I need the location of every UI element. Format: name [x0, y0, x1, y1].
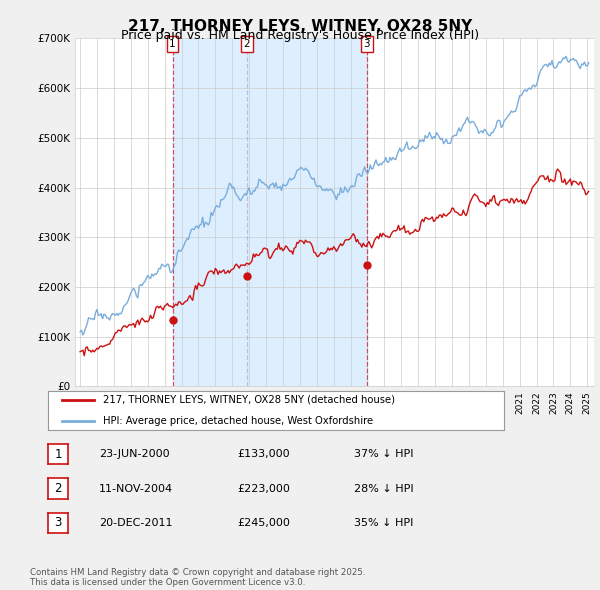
Text: £223,000: £223,000	[237, 484, 290, 493]
Text: Price paid vs. HM Land Registry's House Price Index (HPI): Price paid vs. HM Land Registry's House …	[121, 30, 479, 42]
Text: 217, THORNEY LEYS, WITNEY, OX28 5NY (detached house): 217, THORNEY LEYS, WITNEY, OX28 5NY (det…	[103, 395, 395, 405]
Text: HPI: Average price, detached house, West Oxfordshire: HPI: Average price, detached house, West…	[103, 416, 373, 426]
Text: £133,000: £133,000	[237, 450, 290, 459]
Text: 20-DEC-2011: 20-DEC-2011	[99, 518, 173, 527]
Text: Contains HM Land Registry data © Crown copyright and database right 2025.
This d: Contains HM Land Registry data © Crown c…	[30, 568, 365, 587]
Text: 23-JUN-2000: 23-JUN-2000	[99, 450, 170, 459]
Bar	[173, 38, 367, 386]
Text: 2: 2	[55, 482, 62, 495]
Text: 2: 2	[244, 39, 250, 49]
Text: 1: 1	[55, 448, 62, 461]
Text: 28% ↓ HPI: 28% ↓ HPI	[354, 484, 413, 493]
Text: £245,000: £245,000	[237, 518, 290, 527]
Text: 1: 1	[169, 39, 176, 49]
Text: 3: 3	[364, 39, 370, 49]
Text: 3: 3	[55, 516, 62, 529]
Text: 11-NOV-2004: 11-NOV-2004	[99, 484, 173, 493]
Text: 217, THORNEY LEYS, WITNEY, OX28 5NY: 217, THORNEY LEYS, WITNEY, OX28 5NY	[128, 19, 472, 34]
Text: 35% ↓ HPI: 35% ↓ HPI	[354, 518, 413, 527]
Text: 37% ↓ HPI: 37% ↓ HPI	[354, 450, 413, 459]
